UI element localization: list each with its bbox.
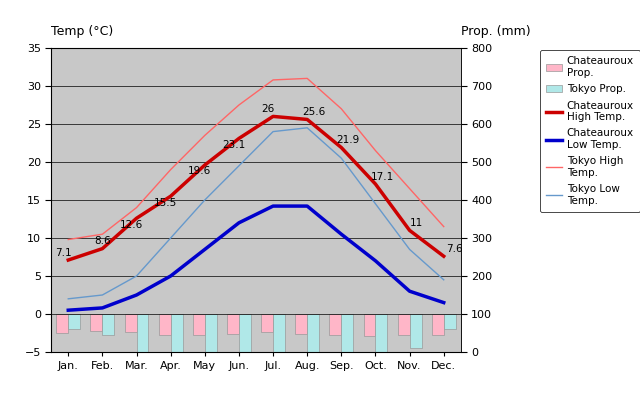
- Bar: [273, 314, 285, 373]
- Bar: [227, 314, 239, 334]
- Bar: [330, 314, 341, 335]
- Text: 26: 26: [261, 104, 275, 114]
- Text: 19.6: 19.6: [188, 166, 211, 176]
- Bar: [444, 314, 456, 329]
- Bar: [90, 314, 102, 331]
- Text: 23.1: 23.1: [222, 140, 245, 150]
- Text: 8.6: 8.6: [94, 236, 111, 246]
- Bar: [376, 314, 387, 378]
- Bar: [171, 314, 182, 360]
- Text: Temp (°C): Temp (°C): [51, 25, 113, 38]
- Bar: [261, 314, 273, 332]
- Bar: [307, 314, 319, 369]
- Bar: [159, 314, 171, 335]
- Text: 17.1: 17.1: [371, 172, 394, 182]
- Text: 7.1: 7.1: [55, 248, 72, 258]
- Text: 11: 11: [410, 218, 423, 228]
- Text: 15.5: 15.5: [154, 198, 177, 208]
- Text: 25.6: 25.6: [303, 107, 326, 117]
- Bar: [68, 314, 80, 329]
- Bar: [193, 314, 205, 335]
- Bar: [136, 314, 148, 360]
- Bar: [102, 314, 115, 335]
- Bar: [410, 314, 422, 348]
- Text: Prop. (mm): Prop. (mm): [461, 25, 531, 38]
- Bar: [397, 314, 410, 335]
- Bar: [205, 314, 217, 371]
- Bar: [239, 314, 251, 371]
- Bar: [432, 314, 444, 335]
- Bar: [295, 314, 307, 334]
- Bar: [125, 314, 136, 332]
- Text: 7.6: 7.6: [445, 244, 462, 254]
- Bar: [341, 314, 353, 394]
- Bar: [56, 314, 68, 333]
- Text: 12.6: 12.6: [120, 220, 143, 230]
- Text: 21.9: 21.9: [337, 135, 360, 145]
- Legend: Chateauroux
Prop., Tokyo Prop., Chateauroux
High Temp., Chateauroux
Low Temp., T: Chateauroux Prop., Tokyo Prop., Chateaur…: [540, 50, 640, 212]
- Bar: [364, 314, 376, 336]
